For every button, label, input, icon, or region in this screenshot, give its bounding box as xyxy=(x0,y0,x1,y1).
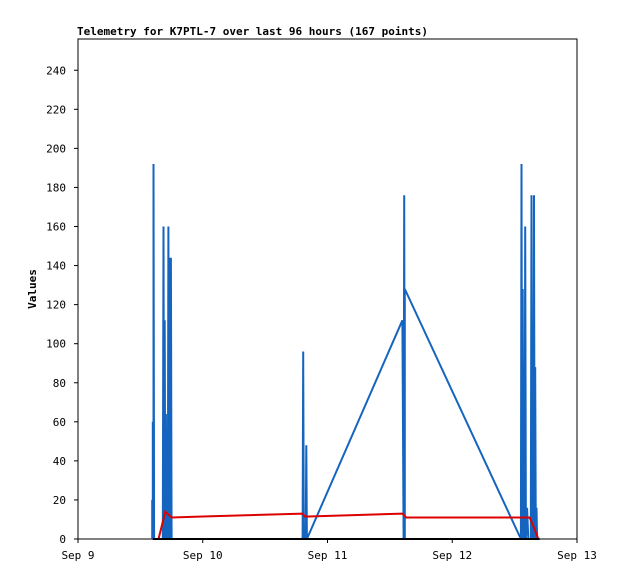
y-tick-label: 100 xyxy=(46,338,66,351)
y-tick-label: 240 xyxy=(46,64,66,77)
series-line-1 xyxy=(151,163,539,540)
x-tick-label: Sep 11 xyxy=(308,549,348,562)
y-axis-title: Values xyxy=(26,269,39,309)
x-tick-label: Sep 12 xyxy=(432,549,472,562)
y-tick-label: 20 xyxy=(53,494,66,507)
y-axis: 0 20 40 60 80 100 120 140 160 180 200 220 240 xyxy=(46,64,78,546)
x-tick-label: Sep 13 xyxy=(557,549,597,562)
plot-area xyxy=(77,38,578,540)
x-tick-label: Sep 10 xyxy=(183,549,223,562)
y-tick-label: 200 xyxy=(46,142,66,155)
x-tick-label: Sep 9 xyxy=(61,549,94,562)
series-layer xyxy=(151,163,540,540)
y-tick-label: 120 xyxy=(46,299,66,312)
y-tick-label: 160 xyxy=(46,221,66,234)
chart-title: Telemetry for K7PTL-7 over last 96 hours… xyxy=(77,25,428,38)
y-tick-label: 180 xyxy=(46,181,66,194)
y-tick-label: 140 xyxy=(46,260,66,273)
y-tick-label: 220 xyxy=(46,103,66,116)
y-tick-label: 0 xyxy=(59,533,66,546)
series-line-2 xyxy=(157,509,540,540)
y-tick-label: 60 xyxy=(53,416,66,429)
y-tick-label: 40 xyxy=(53,455,66,468)
y-tick-label: 80 xyxy=(53,377,66,390)
x-axis: Sep 9 Sep 10 Sep 11 Sep 12 Sep 13 xyxy=(61,539,597,562)
